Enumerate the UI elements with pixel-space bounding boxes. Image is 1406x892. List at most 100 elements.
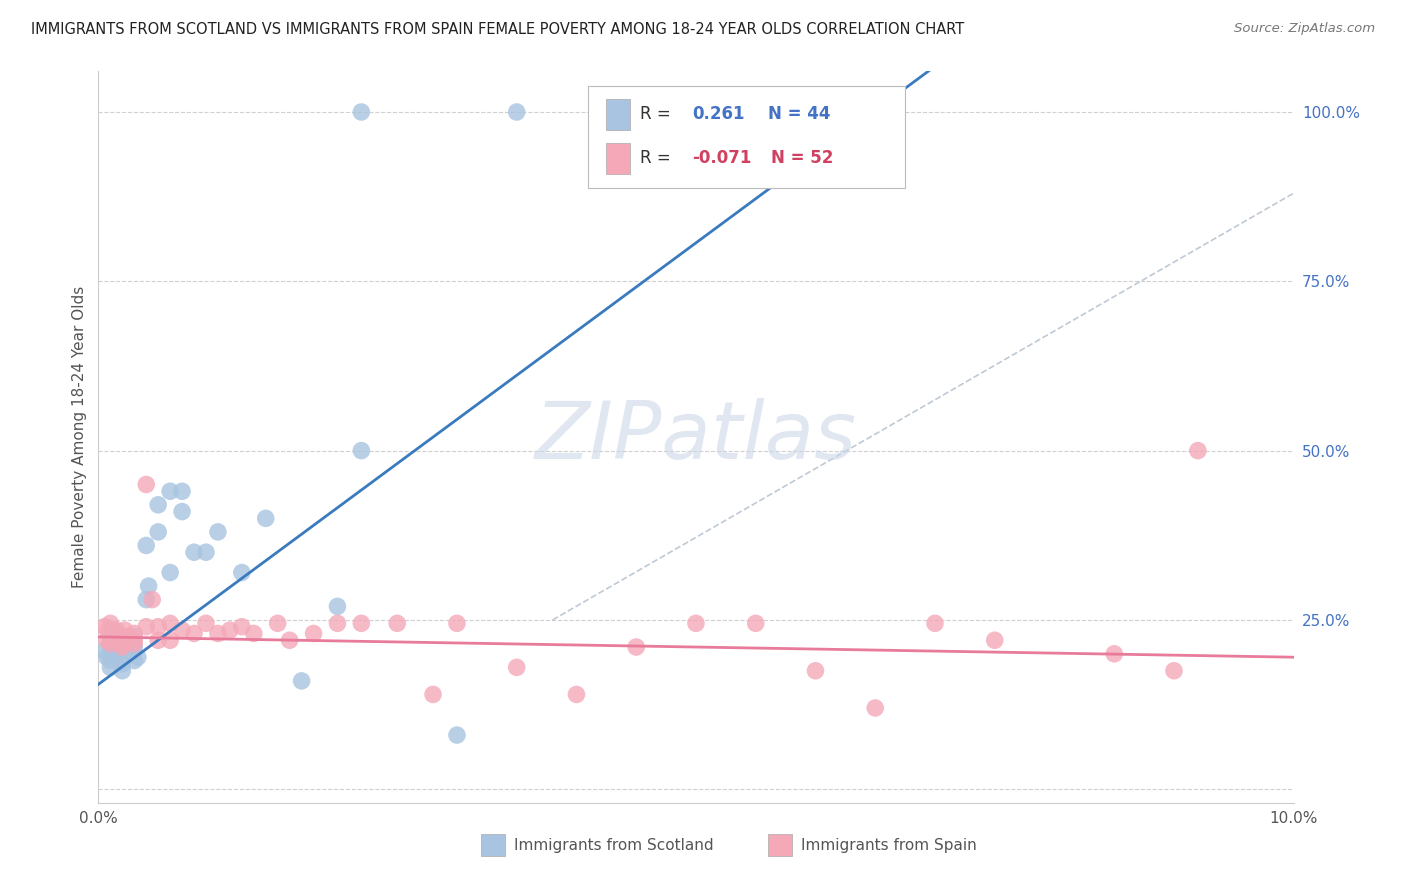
Point	[219, 623, 242, 637]
Text: 0.261: 0.261	[692, 104, 745, 123]
Point	[105, 647, 128, 661]
Point	[231, 620, 253, 634]
Text: R =: R =	[640, 104, 671, 123]
Point	[231, 566, 253, 580]
Point	[626, 105, 648, 120]
Point	[111, 637, 134, 651]
Point	[111, 657, 134, 671]
Point	[124, 654, 146, 668]
Point	[745, 616, 768, 631]
Text: Immigrants from Scotland: Immigrants from Scotland	[515, 838, 714, 853]
Point	[111, 637, 134, 651]
Point	[1104, 647, 1126, 661]
Point	[111, 664, 134, 678]
Point	[124, 640, 146, 654]
Point	[159, 484, 181, 499]
Point	[101, 623, 124, 637]
Point	[96, 650, 118, 665]
Point	[685, 616, 707, 631]
Point	[172, 505, 194, 519]
FancyBboxPatch shape	[589, 86, 905, 188]
Point	[565, 688, 588, 702]
Point	[626, 640, 648, 654]
Point	[135, 477, 157, 491]
Point	[105, 630, 128, 644]
Point	[1163, 664, 1185, 678]
Point	[172, 623, 194, 637]
Point	[350, 443, 373, 458]
Point	[97, 623, 120, 637]
Y-axis label: Female Poverty Among 18-24 Year Olds: Female Poverty Among 18-24 Year Olds	[72, 286, 87, 588]
Point	[98, 654, 122, 668]
Text: ZIPatlas: ZIPatlas	[534, 398, 858, 476]
Point	[159, 633, 181, 648]
Text: N = 44: N = 44	[768, 104, 830, 123]
Point	[148, 620, 170, 634]
Point	[172, 484, 194, 499]
Point	[93, 620, 115, 634]
Point	[278, 633, 301, 648]
Point	[98, 633, 122, 648]
Point	[243, 626, 266, 640]
Point	[114, 623, 136, 637]
Point	[135, 592, 157, 607]
Point	[422, 688, 444, 702]
FancyBboxPatch shape	[606, 99, 630, 130]
Point	[924, 616, 946, 631]
Point	[124, 630, 146, 644]
Text: Source: ZipAtlas.com: Source: ZipAtlas.com	[1234, 22, 1375, 36]
Point	[159, 616, 181, 631]
Point	[865, 701, 887, 715]
Point	[148, 498, 170, 512]
Point	[350, 105, 373, 120]
Point	[385, 616, 409, 631]
Point	[111, 654, 134, 668]
Point	[506, 105, 529, 120]
FancyBboxPatch shape	[768, 834, 792, 856]
Point	[115, 640, 138, 654]
Point	[291, 673, 314, 688]
Point	[141, 592, 163, 607]
Point	[302, 626, 325, 640]
Text: R =: R =	[640, 149, 671, 167]
Point	[350, 616, 373, 631]
FancyBboxPatch shape	[481, 834, 505, 856]
Point	[105, 637, 128, 651]
Point	[326, 599, 349, 614]
Point	[1187, 443, 1209, 458]
Point	[93, 643, 115, 657]
Point	[98, 616, 122, 631]
Point	[111, 637, 134, 651]
Point	[135, 538, 157, 552]
Point	[103, 637, 125, 651]
Point	[195, 616, 218, 631]
FancyBboxPatch shape	[606, 143, 630, 174]
Point	[127, 650, 149, 665]
Point	[101, 633, 124, 648]
Point	[111, 640, 134, 654]
Point	[98, 660, 122, 674]
Point	[98, 637, 122, 651]
Point	[124, 633, 146, 648]
Point	[124, 626, 146, 640]
Point	[183, 545, 205, 559]
Text: IMMIGRANTS FROM SCOTLAND VS IMMIGRANTS FROM SPAIN FEMALE POVERTY AMONG 18-24 YEA: IMMIGRANTS FROM SCOTLAND VS IMMIGRANTS F…	[31, 22, 965, 37]
Point	[148, 633, 170, 648]
Point	[207, 626, 229, 640]
Point	[267, 616, 290, 631]
Point	[108, 643, 131, 657]
Point	[117, 633, 139, 648]
Point	[183, 626, 205, 640]
Text: N = 52: N = 52	[772, 149, 834, 167]
Point	[114, 630, 136, 644]
Point	[984, 633, 1007, 648]
Point	[138, 579, 160, 593]
Point	[105, 623, 128, 637]
Point	[98, 626, 122, 640]
Text: -0.071: -0.071	[692, 149, 752, 167]
Point	[96, 633, 118, 648]
Point	[804, 664, 827, 678]
Point	[98, 640, 122, 654]
Point	[135, 620, 157, 634]
Point	[148, 524, 170, 539]
